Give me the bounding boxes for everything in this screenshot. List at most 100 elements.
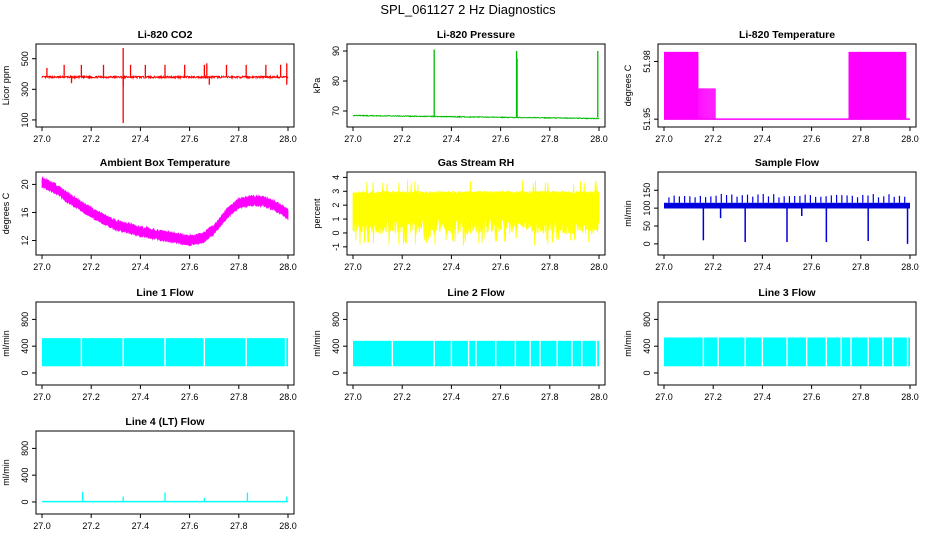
x-tick-label: 27.6 [492,134,510,144]
chart-title: Line 2 Flow [447,287,505,299]
chart-title: Line 3 Flow [758,287,816,299]
y-tick-label: 800 [642,312,652,327]
y-tick-label: 0 [20,370,30,375]
x-tick-label: 27.8 [230,521,248,531]
x-tick-label: 27.6 [181,262,199,272]
y-tick-label: 100 [20,112,30,127]
y-tick-label: 51.98 [642,50,652,73]
x-tick-label: 27.2 [393,134,411,144]
chart-title: Ambient Box Temperature [100,157,231,169]
x-tick-label: 27.0 [33,521,51,531]
x-tick-label: 28.0 [901,262,919,272]
x-tick-label: 28.0 [279,521,297,531]
chart-sample_flow: Sample Flow ml/min 27.0 27.2 27.4 27.6 27.8 28.… [623,157,919,272]
y-tick-label: 800 [20,441,30,456]
y-tick-label: 0 [331,370,341,375]
x-tick-label: 27.2 [704,134,722,144]
data-layer [41,48,289,123]
x-tick-label: 28.0 [279,134,297,144]
data-layer [664,336,910,368]
x-tick-label: 27.0 [344,134,362,144]
x-tick-label: 27.4 [754,392,772,402]
y-tick-label: 0 [642,370,652,375]
x-tick-label: 27.2 [82,134,100,144]
y-tick-label: 800 [20,312,30,327]
x-tick-label: 27.0 [655,134,673,144]
y-tick-label: 400 [331,339,341,354]
x-tick-label: 27.6 [492,262,510,272]
y-tick-label: 4 [331,175,341,180]
y-axis-label: ml/min [312,330,322,357]
y-axis-label: ml/min [623,330,633,357]
chart-title: Li-820 Temperature [739,29,835,41]
chart-line2: Line 2 Flow ml/min 27.0 27.2 27.4 27.6 27.8 28.… [312,287,608,402]
y-tick-label: 400 [642,339,652,354]
y-tick-label: 3 [331,189,341,194]
x-tick-label: 27.2 [393,262,411,272]
chart-title: Gas Stream RH [438,157,514,169]
x-tick-label: 27.0 [344,262,362,272]
x-tick-label: 28.0 [901,134,919,144]
plot-frame [35,171,295,256]
chart-pressure: Li-820 Pressure kPa 27.0 27.2 27.4 27.6 27.8 28… [312,29,608,144]
x-tick-label: 27.6 [492,392,510,402]
x-tick-label: 27.2 [82,392,100,402]
x-tick-label: 27.0 [655,392,673,402]
x-tick-label: 27.2 [393,392,411,402]
x-tick-label: 28.0 [279,392,297,402]
chart-line1: Line 1 Flow ml/min 27.0 27.2 27.4 27.6 27.8 28.… [1,287,297,402]
x-tick-label: 28.0 [590,262,608,272]
series-area [41,176,289,247]
x-tick-label: 27.6 [803,262,821,272]
x-tick-label: 27.8 [852,262,870,272]
y-tick-label: 150 [642,183,652,198]
y-axis-label: degrees C [1,192,11,234]
plot-frame [35,430,295,515]
x-tick-label: 27.4 [754,134,772,144]
chart-title: Line 1 Flow [136,287,194,299]
plot-frame [346,171,606,256]
x-tick-label: 27.6 [803,392,821,402]
x-tick-label: 27.2 [704,262,722,272]
x-tick-label: 27.6 [181,521,199,531]
data-layer [352,49,600,120]
chart-li_temp: Li-820 Temperature degrees C 27.0 27.2 27.4 2… [623,29,919,144]
plot-frame [35,301,295,386]
chart-co2: Li-820 CO2 Licor ppm 27.0 27.2 27.4 27.6 27.8 2… [1,29,297,144]
y-axis-label: ml/min [1,459,11,486]
x-tick-label: 27.6 [181,392,199,402]
plot-frame [35,43,295,128]
y-tick-label: 70 [331,106,341,116]
chart-rh: Gas Stream RH percent 27.0 27.2 27.4 27.6 27.8… [312,157,608,272]
x-tick-label: 27.8 [230,262,248,272]
chart-title: Line 4 (LT) Flow [125,416,205,428]
y-tick-label: 50 [642,221,652,231]
x-tick-label: 27.6 [181,134,199,144]
x-tick-label: 27.4 [132,134,150,144]
y-axis-label: ml/min [623,200,633,227]
x-tick-label: 27.0 [33,134,51,144]
x-tick-label: 28.0 [279,262,297,272]
y-tick-label: 400 [20,339,30,354]
x-tick-label: 27.0 [33,262,51,272]
x-tick-label: 27.8 [852,392,870,402]
chart-title: Li-820 CO2 [138,29,193,41]
x-tick-label: 27.8 [541,262,559,272]
y-tick-label: 12 [20,235,30,245]
x-tick-label: 27.0 [344,392,362,402]
page-title: SPL_061127 2 Hz Diagnostics [380,2,556,17]
y-axis-label: percent [312,198,322,229]
x-tick-label: 27.2 [704,392,722,402]
data-layer [352,180,600,246]
y-tick-label: 0 [20,499,30,504]
x-tick-label: 28.0 [901,392,919,402]
y-tick-label: 80 [331,76,341,86]
plot-frame [657,171,917,256]
chart-box_temp: Ambient Box Temperature degrees C 27.0 27.2… [1,157,297,272]
chart-line3: Line 3 Flow ml/min 27.0 27.2 27.4 27.6 27.8 28.… [623,287,919,402]
y-axis-label: ml/min [1,330,11,357]
plot-frame [346,43,606,128]
series-band [664,202,910,209]
x-tick-label: 27.4 [443,392,461,402]
